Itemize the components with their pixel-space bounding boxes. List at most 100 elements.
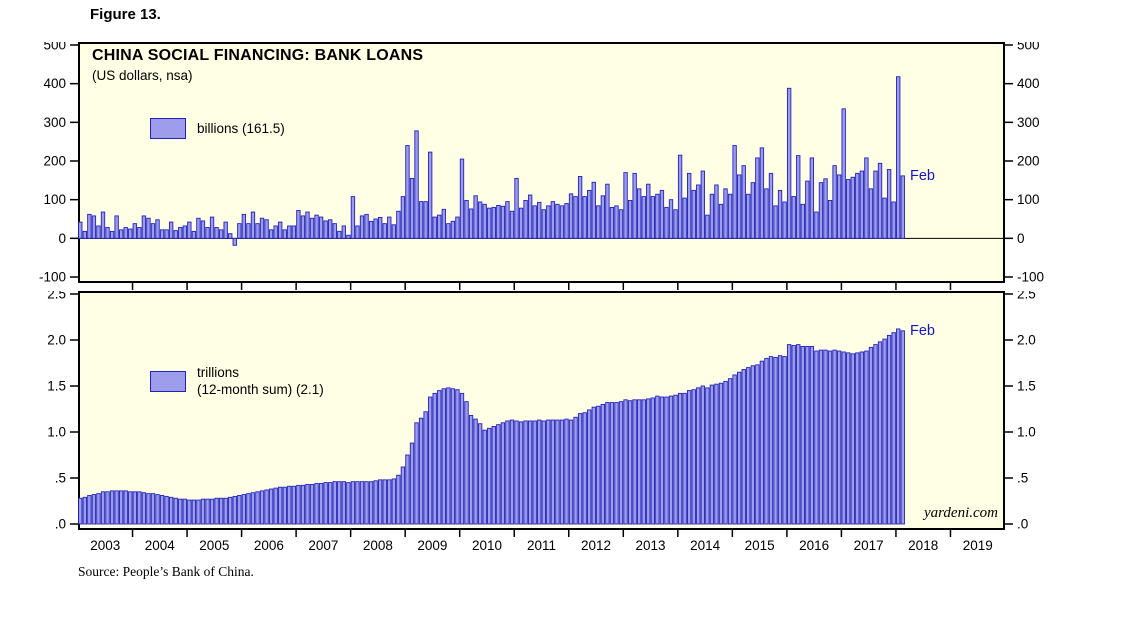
bar <box>896 328 901 525</box>
bar <box>391 478 396 525</box>
bar <box>414 130 419 239</box>
bar <box>537 419 542 525</box>
bar <box>723 188 728 239</box>
y-tick-label-left: 0 <box>58 231 66 246</box>
bar <box>768 172 774 239</box>
x-year-label: 2013 <box>636 538 666 553</box>
bar <box>705 214 710 239</box>
bar <box>782 356 787 525</box>
bar <box>218 229 224 239</box>
bar <box>405 454 410 525</box>
bar <box>382 223 387 239</box>
bar <box>800 203 805 239</box>
bar <box>278 221 283 239</box>
bar <box>118 490 124 525</box>
bar <box>773 357 778 525</box>
bar <box>582 196 587 239</box>
bar <box>309 217 315 239</box>
source-note: Source: People’s Bank of China. <box>78 564 254 579</box>
bar <box>78 221 83 239</box>
bar <box>214 497 219 525</box>
x-year-label: 2004 <box>145 538 176 553</box>
bar <box>300 484 306 525</box>
bar <box>500 422 506 525</box>
bar <box>609 402 615 525</box>
bar <box>591 406 596 525</box>
bar <box>209 216 215 239</box>
bar <box>323 482 328 525</box>
bar <box>750 182 755 239</box>
bar <box>464 199 469 239</box>
bar <box>464 401 469 525</box>
bar <box>155 219 160 239</box>
bar <box>550 201 556 239</box>
bar <box>255 491 260 525</box>
bar <box>841 108 846 239</box>
bar <box>537 201 542 239</box>
bar <box>373 480 378 525</box>
x-year-label: 2014 <box>690 538 721 553</box>
bar <box>882 338 887 525</box>
bar <box>696 387 701 525</box>
bar <box>228 233 233 239</box>
y-tick-label-right: 200 <box>1017 154 1040 169</box>
bar <box>555 203 560 239</box>
y-tick-label-right: .5 <box>1017 471 1028 486</box>
bar <box>727 378 733 525</box>
bar <box>868 346 874 525</box>
y-tick-label-left: -100 <box>39 270 66 285</box>
bar <box>446 387 451 525</box>
bar <box>509 419 515 525</box>
bar <box>441 208 446 239</box>
bar <box>246 493 251 525</box>
bar <box>418 201 424 239</box>
bar <box>250 492 256 525</box>
bar <box>296 210 301 239</box>
bar <box>182 498 187 525</box>
bar <box>182 225 187 239</box>
bar <box>364 213 369 239</box>
bar <box>786 344 792 525</box>
bar <box>450 220 456 239</box>
bar <box>96 493 101 525</box>
bar <box>200 220 206 239</box>
bar <box>614 205 619 239</box>
bar <box>400 196 406 239</box>
bar <box>873 344 878 525</box>
bar <box>150 223 156 239</box>
y-tick-label-right: -100 <box>1017 270 1044 285</box>
y-tick-label-left: 1.5 <box>47 379 66 394</box>
bar <box>491 426 496 525</box>
bar <box>559 205 565 239</box>
bar <box>732 145 737 239</box>
bar <box>646 183 651 239</box>
bar <box>696 184 701 239</box>
bar <box>423 201 428 239</box>
bar <box>414 422 419 525</box>
bar <box>868 188 874 239</box>
bar <box>637 399 642 525</box>
bar <box>559 419 565 525</box>
bar <box>477 423 483 525</box>
bar <box>546 419 551 525</box>
bar <box>159 495 165 525</box>
chart-title-block: CHINA SOCIAL FINANCING: BANK LOANS (US d… <box>92 47 423 83</box>
bar <box>827 350 833 525</box>
bar <box>123 490 128 525</box>
bar <box>900 330 905 525</box>
bar <box>209 498 215 525</box>
bar <box>677 392 683 525</box>
bar <box>82 496 87 525</box>
bar <box>718 382 724 525</box>
bar <box>541 420 546 525</box>
bar <box>387 216 392 239</box>
bar <box>768 356 774 525</box>
bar <box>527 420 533 525</box>
bar <box>223 497 228 525</box>
bar <box>368 481 374 525</box>
x-year-label: 2018 <box>908 538 938 553</box>
bar <box>137 227 142 239</box>
bar <box>691 389 696 525</box>
bar <box>896 76 901 239</box>
bar <box>564 203 569 239</box>
